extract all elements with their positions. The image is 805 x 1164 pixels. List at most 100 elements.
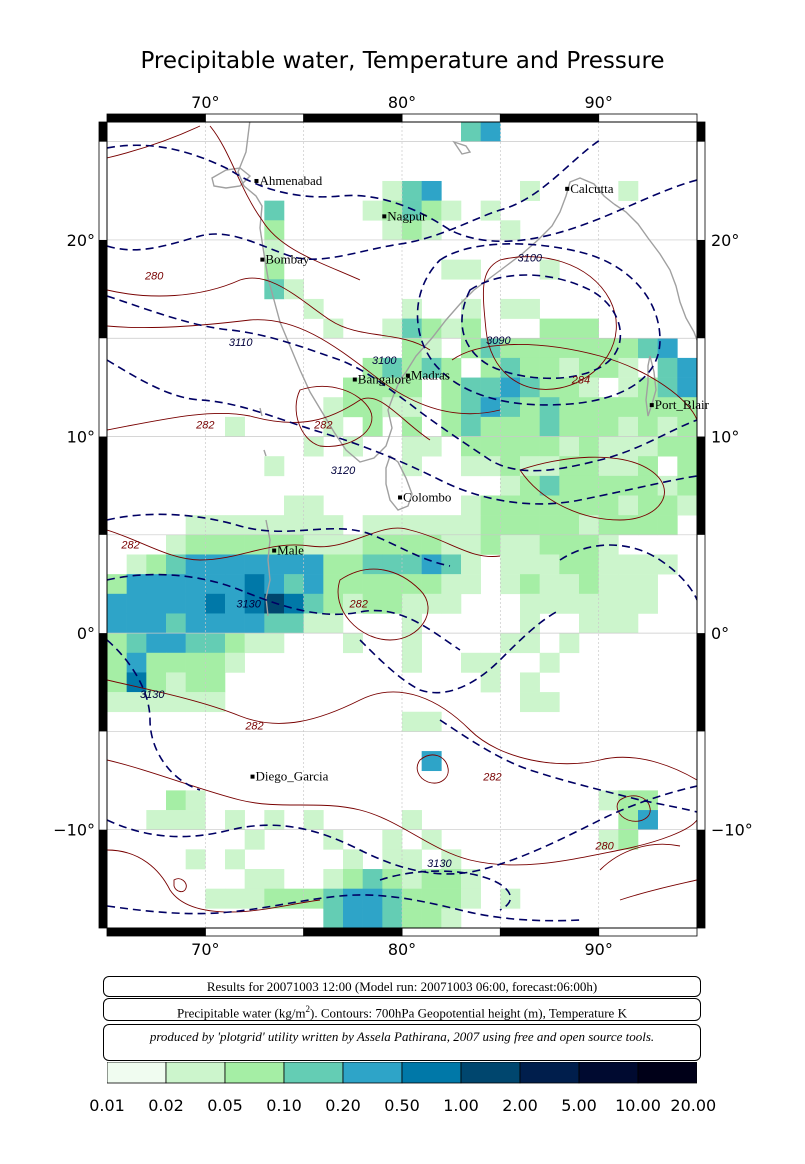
precip-cell [225, 652, 245, 673]
precip-cell [303, 810, 324, 831]
precip-cell [166, 633, 186, 654]
precip-cell [244, 888, 265, 909]
precip-cell [146, 593, 167, 614]
precip-cell [146, 633, 167, 654]
precip-cell [402, 200, 422, 221]
precip-cell [657, 495, 678, 516]
precip-cell [421, 888, 442, 909]
contour-label: 282 [195, 420, 214, 432]
precip-cell [520, 495, 540, 516]
frame-bar [697, 436, 705, 535]
scale-label: 0.05 [207, 1096, 243, 1115]
precip-cell [579, 554, 599, 575]
frame-bar [697, 122, 705, 142]
precip-cell [264, 869, 285, 889]
precip-cell [539, 377, 560, 398]
city-label: Diego_Garcia [256, 769, 329, 784]
precip-cell [166, 574, 186, 595]
precip-cell [205, 633, 226, 654]
precip-cell [657, 436, 678, 457]
contour-label: 3100 [372, 355, 397, 367]
precip-cell [520, 298, 540, 319]
precip-cell [579, 574, 599, 595]
frame-segment [598, 113, 698, 123]
precip-cell [402, 220, 422, 241]
precip-cell [520, 534, 540, 555]
precip-cell [461, 869, 481, 889]
precip-cell [244, 515, 265, 536]
precip-cell [421, 338, 442, 359]
precip-cell [382, 377, 403, 398]
precip-cell [264, 888, 285, 909]
precip-cell [343, 534, 363, 555]
precip-cell [166, 554, 186, 575]
precip-cell [284, 574, 304, 595]
precip-cell [500, 534, 521, 555]
precip-cell [441, 416, 462, 437]
precip-cell [126, 613, 147, 634]
precip-cell [205, 613, 226, 634]
precip-cell [185, 810, 206, 831]
precip-cell [618, 475, 639, 496]
precip-cell [598, 790, 619, 811]
precip-cell [500, 633, 521, 654]
precip-cell [284, 593, 304, 614]
precip-cell [343, 397, 363, 418]
precip-cell [539, 475, 560, 496]
precip-cell [146, 652, 167, 673]
precip-cell [441, 869, 462, 889]
precip-cell [539, 574, 560, 595]
scale-swatch [519, 1062, 580, 1084]
precip-cell [598, 357, 619, 378]
precip-cell [657, 338, 678, 359]
precip-cell [264, 259, 285, 280]
precip-cell [362, 377, 383, 398]
precip-cell [362, 593, 383, 614]
precip-cell [539, 652, 560, 673]
lat-tick-label-right: 20° [711, 231, 739, 250]
precip-cell [421, 220, 442, 241]
frame-side [696, 121, 706, 929]
precip-cell [520, 593, 540, 614]
precip-cell [185, 849, 206, 870]
city-label: Nagpur [387, 208, 427, 223]
lon-tick-label: 80° [388, 93, 416, 112]
precip-cell [559, 475, 580, 496]
precip-cell [421, 593, 442, 614]
precip-cell [677, 475, 697, 496]
precip-cell [677, 456, 697, 477]
frame-bar [697, 239, 705, 339]
precip-cell [225, 534, 245, 555]
precip-cell [500, 298, 521, 319]
precip-cell [441, 888, 462, 909]
scale-label: 0.02 [148, 1096, 184, 1115]
credit-caption: produced by 'plotgrid' utility written b… [103, 1024, 701, 1061]
precip-cell [480, 416, 501, 437]
precip-cell [579, 515, 599, 536]
axis-tick-labels: 70° 70° 80° 80° 90° 90° 20° 20° 10° 10° 0° 0° −10° −1… [53, 93, 753, 959]
precip-cell [657, 475, 678, 496]
precip-cell [500, 475, 521, 496]
precip-cell [579, 475, 599, 496]
precip-cell [284, 495, 304, 516]
precip-cell [559, 416, 580, 437]
precip-cell [362, 554, 383, 575]
frame-bar [99, 633, 107, 732]
precip-cell [343, 593, 363, 614]
precip-cell [146, 574, 167, 595]
lakshadweep [259, 407, 267, 457]
precip-cell [402, 318, 422, 339]
precip-cell [107, 593, 127, 614]
precip-cell [461, 456, 481, 477]
precip-cell [657, 416, 678, 437]
precip-cell [461, 652, 481, 673]
precip-cell [185, 593, 206, 614]
precip-cell [343, 908, 363, 928]
precip-cell [225, 810, 245, 831]
precip-cell [559, 377, 580, 398]
contour-label: 3130 [140, 689, 165, 701]
precip-cell [461, 554, 481, 575]
contour-label: 3120 [331, 465, 356, 477]
precip-cell [421, 574, 442, 595]
